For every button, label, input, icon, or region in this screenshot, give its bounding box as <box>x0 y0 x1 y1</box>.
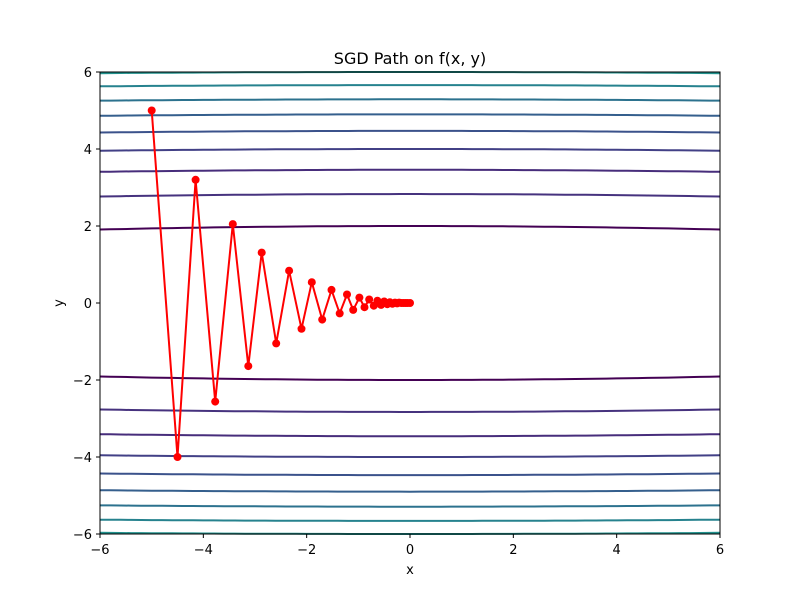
contour-line <box>99 84 721 88</box>
sgd-step-point <box>335 309 344 318</box>
y-tick-label: −6 <box>73 528 92 543</box>
contour-line <box>99 129 721 134</box>
sgd-path-line <box>150 110 410 458</box>
sgd-step-point <box>244 362 253 371</box>
sgd-step-point <box>406 299 414 307</box>
contour-line <box>99 375 721 381</box>
sgd-step-point <box>173 453 182 461</box>
sgd-step-point <box>355 293 364 302</box>
contour-line <box>99 518 721 522</box>
sgd-step-point <box>297 324 306 333</box>
y-tick-label: 2 <box>84 220 92 235</box>
sgd-step-point <box>285 266 294 275</box>
y-tick-label: −2 <box>73 374 92 389</box>
plot-frame <box>99 71 721 535</box>
sgd-step-point <box>257 248 266 257</box>
x-tick-label: 0 <box>406 543 414 558</box>
contour-line <box>99 193 721 198</box>
axis-ticks: −6 −4 −2 0 2 4 6 −6 −4 −2 0 2 4 6 <box>73 66 724 558</box>
sgd-step-point <box>327 285 336 294</box>
sgd-step-point <box>343 290 351 299</box>
x-tick-label: −2 <box>297 543 316 558</box>
y-tick-label: 6 <box>84 66 92 81</box>
sgd-step-point <box>318 315 327 324</box>
chart-title: SGD Path on f(x, y) <box>334 49 486 68</box>
sgd-step-point <box>211 397 220 406</box>
contour-line <box>99 489 721 493</box>
contour-line <box>100 98 720 102</box>
contour-line <box>99 225 721 231</box>
sgd-step-point <box>228 220 237 229</box>
contour-line <box>99 408 721 413</box>
sgd-step-point <box>365 295 374 304</box>
x-tick-label: 2 <box>509 543 517 558</box>
contour-line <box>99 168 721 173</box>
x-tick-label: −6 <box>90 543 109 558</box>
y-tick-label: −4 <box>73 451 92 466</box>
x-tick-label: 6 <box>716 543 724 558</box>
sgd-step-point <box>349 305 358 314</box>
y-tick-label: 4 <box>84 143 92 158</box>
sgd-path-series <box>147 106 414 461</box>
contour-line <box>99 433 721 438</box>
y-tick-label: 0 <box>84 297 92 312</box>
x-axis-label: x <box>406 563 414 578</box>
contour-line <box>99 454 721 458</box>
contour-line <box>99 113 721 117</box>
sgd-step-point <box>191 175 200 184</box>
x-tick-label: 4 <box>613 543 621 558</box>
sgd-step-point <box>272 339 281 348</box>
y-axis-label: y <box>52 299 67 307</box>
contour-line <box>100 504 720 508</box>
contour-line <box>99 148 721 152</box>
sgd-step-point <box>147 106 156 115</box>
sgd-step-point <box>360 303 369 312</box>
x-tick-label: −4 <box>194 543 213 558</box>
sgd-step-point <box>307 278 316 287</box>
contour-line <box>99 472 721 477</box>
